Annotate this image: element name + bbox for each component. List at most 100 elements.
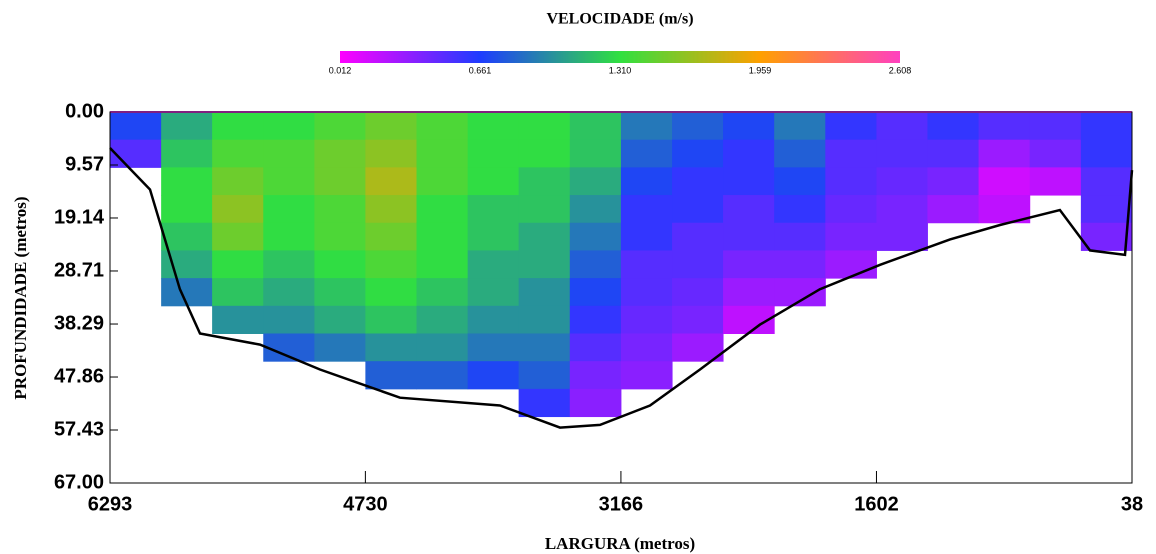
velocity-cell [518, 388, 571, 418]
velocity-cell [263, 222, 315, 251]
velocity-cell [161, 222, 213, 251]
velocity-cell [365, 305, 418, 334]
velocity-cell [518, 361, 571, 390]
velocity-cell [620, 333, 673, 362]
velocity-cell [518, 139, 571, 168]
velocity-cell [978, 167, 1031, 196]
velocity-cell [1029, 139, 1082, 168]
y-tick-label: 38.29 [54, 312, 104, 334]
velocity-cell [314, 278, 366, 307]
velocity-cell [416, 361, 469, 390]
velocity-cell [518, 195, 571, 224]
velocity-cell [263, 139, 315, 168]
y-tick-label: 19.14 [54, 206, 105, 228]
velocity-cell [1080, 167, 1133, 196]
x-axis-label: LARGURA (metros) [545, 534, 695, 553]
y-axis-label: PROFUNDIDADE (metros) [11, 196, 30, 399]
velocity-cell [825, 112, 877, 141]
velocity-cell [672, 250, 724, 279]
velocity-cell [365, 139, 418, 168]
velocity-cell [416, 195, 469, 224]
velocity-cell [774, 222, 826, 251]
velocity-cell [825, 167, 877, 196]
velocity-cell [467, 333, 520, 362]
velocity-cell [1080, 139, 1133, 168]
velocity-cell [365, 222, 418, 251]
velocity-cell [416, 250, 469, 279]
velocity-cell [620, 305, 673, 334]
velocity-cell [927, 195, 980, 224]
x-tick-label: 38 [1121, 493, 1143, 515]
velocity-cell [620, 278, 673, 307]
velocity-cell [314, 222, 366, 251]
velocity-cell [620, 139, 673, 168]
velocity-cell [314, 305, 366, 334]
velocity-cell [314, 139, 366, 168]
velocity-cell [569, 278, 622, 307]
velocity-cell [876, 195, 928, 224]
velocity-cell [314, 333, 366, 362]
velocity-cell [263, 250, 315, 279]
velocity-cell [518, 278, 571, 307]
velocity-cell [263, 305, 315, 334]
velocity-cell [518, 305, 571, 334]
velocity-cell [672, 278, 724, 307]
velocity-cell [467, 139, 520, 168]
velocity-cell [365, 278, 418, 307]
velocity-cell [518, 333, 571, 362]
velocity-cell [978, 139, 1031, 168]
velocity-cell [314, 250, 366, 279]
x-tick-label: 6293 [88, 493, 133, 515]
velocity-cell [876, 167, 928, 196]
colorbar-tick-label: 1.959 [749, 65, 772, 75]
velocity-cell [416, 305, 469, 334]
velocity-cell [774, 195, 826, 224]
chart-title: VELOCIDADE (m/s) [546, 11, 693, 28]
velocity-cell [620, 222, 673, 251]
velocity-cell [876, 112, 928, 141]
velocity-cell [672, 195, 724, 224]
velocity-cell [672, 222, 724, 251]
velocity-cell [212, 167, 264, 196]
colorbar-tick-label: 2.608 [889, 65, 912, 75]
velocity-cell [620, 167, 673, 196]
y-tick-label: 0.00 [65, 100, 104, 122]
velocity-cell [212, 222, 264, 251]
x-tick-label: 1602 [854, 493, 899, 515]
velocity-cell [723, 222, 775, 251]
velocity-cell [467, 222, 520, 251]
y-tick-label: 57.43 [54, 418, 104, 440]
velocity-cell [774, 167, 826, 196]
velocity-cell [365, 250, 418, 279]
y-tick-label: 47.86 [54, 365, 104, 387]
velocity-cell [263, 278, 315, 307]
velocity-cell [416, 278, 469, 307]
velocity-cell [416, 167, 469, 196]
y-tick-label: 9.57 [65, 153, 104, 175]
velocity-cell [620, 112, 673, 141]
velocity-cell [569, 222, 622, 251]
velocity-cell [825, 250, 877, 279]
velocity-cell [876, 222, 928, 251]
velocity-cell [569, 139, 622, 168]
velocity-cell [518, 250, 571, 279]
velocity-cell [672, 305, 724, 334]
velocity-cell [161, 139, 213, 168]
velocity-cell [569, 361, 622, 390]
velocity-cell [672, 167, 724, 196]
velocity-cell [416, 112, 469, 141]
velocity-cell [672, 112, 724, 141]
velocity-cell [365, 361, 418, 390]
velocity-cell [467, 361, 520, 390]
velocity-cell [825, 195, 877, 224]
colorbar [340, 51, 900, 63]
velocity-cell [518, 167, 571, 196]
velocity-cell [110, 112, 162, 141]
velocity-cell [723, 167, 775, 196]
velocity-cell [263, 112, 315, 141]
velocity-cell [212, 250, 264, 279]
velocity-cell [365, 167, 418, 196]
x-tick-label: 3166 [599, 493, 644, 515]
velocity-cell [1080, 112, 1133, 141]
